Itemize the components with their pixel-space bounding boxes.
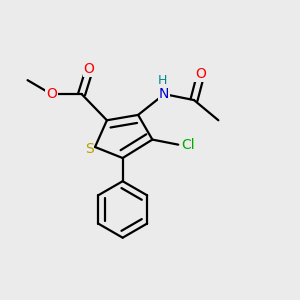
Text: S: S xyxy=(85,142,93,155)
Text: H: H xyxy=(158,74,167,87)
Text: O: O xyxy=(46,87,57,101)
Text: Cl: Cl xyxy=(181,138,195,152)
Text: N: N xyxy=(159,87,169,101)
Text: O: O xyxy=(84,62,94,76)
Text: O: O xyxy=(195,67,206,81)
